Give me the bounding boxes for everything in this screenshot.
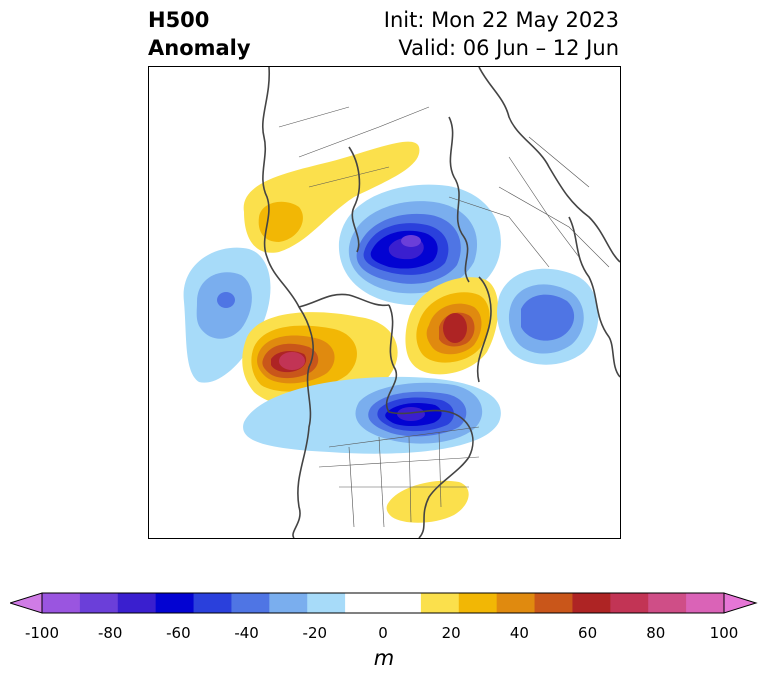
- colorbar-tick-label: 60: [578, 624, 598, 642]
- colorbar-tick-label: 80: [646, 624, 666, 642]
- map-canvas: [183, 67, 620, 538]
- anomaly-nepacific-positive: [242, 312, 398, 408]
- colorbar-segment: [610, 593, 649, 613]
- colorbar-segment: [345, 593, 384, 613]
- colorbar-segment: [307, 593, 346, 613]
- colorbar-segments: [42, 593, 725, 613]
- colorbar-segment: [496, 593, 536, 613]
- title-field: Anomaly: [148, 36, 251, 60]
- colorbar-tick-label: -80: [97, 624, 123, 642]
- colorbar-tick-label: 0: [378, 624, 388, 642]
- colorbar-tick-label: 20: [441, 624, 461, 642]
- colorbar-tick-label: 100: [709, 624, 739, 642]
- colorbar-extend-high: [723, 592, 758, 614]
- colorbar-tick-label: -100: [24, 624, 60, 642]
- colorbar-units-label: m: [373, 646, 395, 670]
- colorbar-segment: [231, 593, 270, 613]
- anomaly-siberia-negative: [338, 184, 501, 306]
- coastlines: [262, 67, 620, 538]
- anomaly-greenland-positive: [405, 277, 499, 375]
- colorbar-segment: [79, 593, 119, 613]
- colorbar-segment: [383, 593, 422, 613]
- anomaly-alaska-positive: [243, 141, 420, 253]
- colorbar-segment: [269, 593, 308, 613]
- colorbar-border: [41, 592, 725, 614]
- colorbar-segment: [686, 593, 725, 613]
- anomaly-atlantic-negative: [496, 268, 599, 365]
- colorbar-tick-label: 40: [509, 624, 529, 642]
- forecast-info: Init: Mon 22 May 2023 Valid: 06 Jun – 12…: [384, 6, 619, 62]
- colorbar-segment: [572, 593, 611, 613]
- colorbar: [10, 592, 758, 614]
- colorbar-segment: [648, 593, 687, 613]
- colorbar-tick-label: -60: [166, 624, 191, 642]
- colorbar-segment: [155, 593, 195, 613]
- anomaly-map: [148, 66, 621, 539]
- colorbar-segment: [420, 593, 460, 613]
- colorbar-segment: [458, 593, 498, 613]
- colorbar-tick-label: -40: [234, 624, 259, 642]
- colorbar-tick-label: -20: [302, 624, 328, 642]
- colorbar-segment: [117, 593, 157, 613]
- init-date-label: Init: Mon 22 May 2023: [383, 8, 619, 32]
- title-variable: H500: [148, 8, 210, 32]
- colorbar-segment: [193, 593, 232, 613]
- colorbar-extend-low: [10, 592, 43, 614]
- political-borders: [278, 106, 610, 528]
- chart-title: H500 Anomaly: [148, 6, 251, 62]
- colorbar-segment: [42, 593, 81, 613]
- valid-range-label: Valid: 06 Jun – 12 Jun: [398, 36, 619, 60]
- colorbar-segment: [534, 593, 573, 613]
